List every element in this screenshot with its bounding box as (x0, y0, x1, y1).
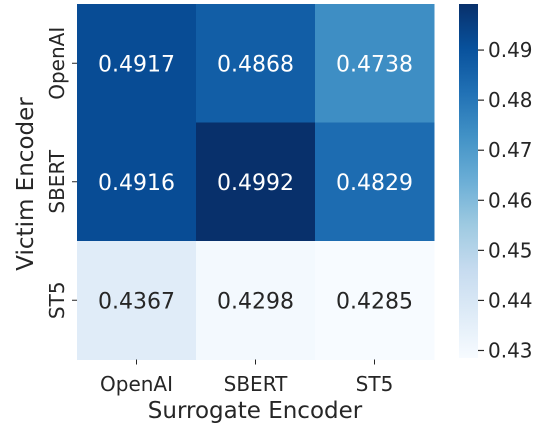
heatmap-cell (196, 122, 316, 242)
x-tick-label: ST5 (356, 372, 394, 396)
x-axis-label: Surrogate Encoder (148, 398, 363, 424)
cell-value-label: 0.4285 (336, 289, 413, 314)
heatmap-cell (315, 4, 435, 123)
heatmap-cell (77, 4, 197, 123)
cell-value-label: 0.4738 (336, 52, 413, 77)
heatmap-cell (196, 241, 316, 360)
heatmap-cell (196, 4, 316, 123)
heatmap-cell (315, 241, 435, 360)
heatmap-cell (77, 122, 197, 242)
cell-value-label: 0.4917 (98, 52, 175, 77)
colorbar-tick-label: 0.47 (488, 138, 533, 162)
y-tick-label: SBERT (45, 149, 69, 213)
cell-value-label: 0.4298 (217, 289, 294, 314)
colorbar-tick-label: 0.48 (488, 88, 533, 112)
cell-value-label: 0.4992 (217, 171, 294, 196)
cell-value-label: 0.4868 (217, 52, 294, 77)
colorbar (459, 4, 478, 358)
x-axis-ticks: OpenAI SBERT ST5 (100, 359, 394, 396)
cell-value-label: 0.4916 (98, 171, 175, 196)
y-tick-label: ST5 (45, 281, 69, 319)
y-tick-label: OpenAI (45, 27, 69, 100)
colorbar-ticks: 0.43 0.44 0.45 0.46 0.47 0.48 0.49 (478, 38, 533, 362)
colorbar-tick-label: 0.44 (488, 288, 533, 312)
cell-value-label: 0.4367 (98, 289, 175, 314)
colorbar-tick-label: 0.45 (488, 238, 533, 262)
x-tick-label: OpenAI (100, 372, 173, 396)
heatmap-cell (315, 122, 435, 242)
y-axis-label: Victim Encoder (13, 97, 39, 271)
colorbar-tick-label: 0.49 (488, 38, 533, 62)
y-axis-ticks: OpenAI SBERT ST5 (45, 27, 77, 319)
x-tick-label: SBERT (224, 372, 288, 396)
colorbar-tick-label: 0.46 (488, 188, 533, 212)
colorbar-tick-label: 0.43 (488, 338, 533, 362)
cell-value-label: 0.4829 (336, 171, 413, 196)
heatmap-cell (77, 241, 197, 360)
heatmap-cell-labels: 0.4917 0.4868 0.4738 0.4916 0.4992 0.4829 0.43… (98, 52, 413, 314)
heatmap-cells (77, 4, 435, 360)
